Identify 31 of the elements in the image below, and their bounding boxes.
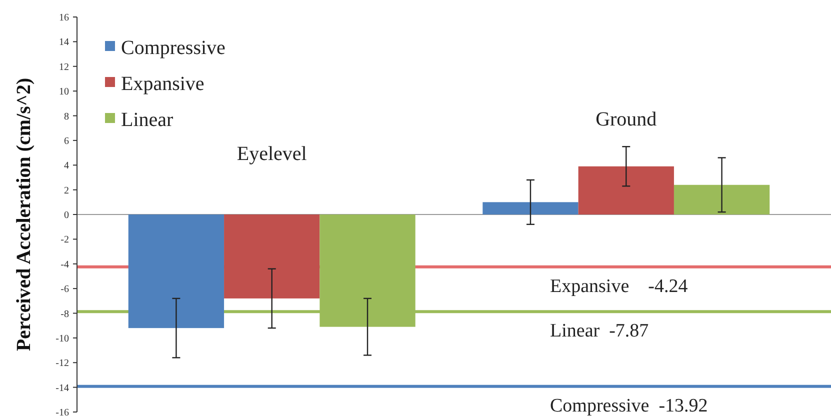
ref-line-label: Compressive -13.92 — [550, 395, 708, 416]
y-tick-label: 16 — [59, 12, 69, 24]
y-tick-label: -16 — [56, 408, 69, 418]
y-axis-title: Perceived Acceleration (cm/s^2) — [13, 78, 35, 352]
y-tick-label: 10 — [59, 86, 69, 98]
y-tick-label: -6 — [60, 284, 69, 296]
y-tick-label: -8 — [60, 308, 69, 320]
y-tick-label: -4 — [60, 259, 69, 270]
x-tick-label: Eyelevel — [236, 143, 308, 166]
bar — [674, 184, 770, 214]
y-tick-label: 8 — [64, 111, 69, 122]
y-tick-label: 12 — [59, 62, 69, 73]
bar — [224, 214, 320, 298]
y-tick-label: -2 — [60, 234, 69, 246]
ref-line-label: Linear -7.87 — [550, 320, 649, 342]
ref-line-label: Expansive -4.24 — [550, 276, 688, 297]
y-tick-label: -14 — [56, 382, 69, 394]
y-tick-label: -10 — [56, 333, 69, 344]
y-tick-label: 4 — [64, 160, 69, 172]
y-tick-label: 0 — [64, 210, 69, 221]
bar — [128, 214, 224, 328]
bar — [578, 166, 674, 214]
legend-label: Expansive — [121, 73, 204, 95]
bar — [482, 202, 578, 214]
legend-label: Compressive — [121, 37, 226, 59]
y-tick-label: -12 — [56, 358, 69, 370]
y-tick-label: 6 — [64, 136, 69, 147]
legend-label: Linear — [121, 109, 174, 131]
y-tick-label: 14 — [59, 37, 69, 48]
x-tick-label: Ground — [596, 108, 657, 131]
y-tick-label: 2 — [64, 185, 69, 196]
